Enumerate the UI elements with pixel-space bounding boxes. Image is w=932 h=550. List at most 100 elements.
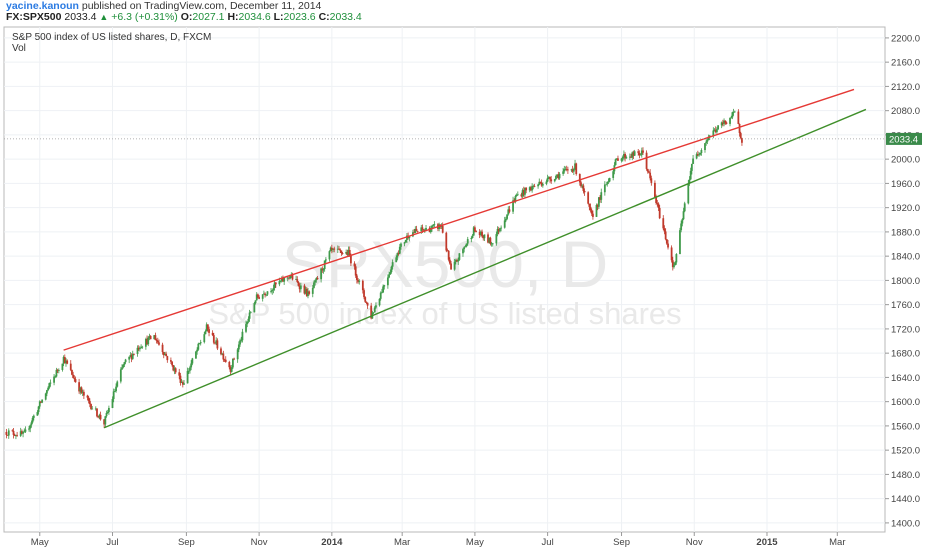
candle-body xyxy=(458,253,461,260)
candle-body xyxy=(24,429,27,432)
candle-body xyxy=(224,359,227,362)
candle-body xyxy=(649,172,652,179)
candle-body xyxy=(592,213,594,217)
candle-body xyxy=(86,395,89,398)
candle-body xyxy=(87,397,90,401)
candle-body xyxy=(564,169,567,170)
candle-body xyxy=(162,352,165,356)
candle-body xyxy=(336,248,339,250)
candle-body xyxy=(395,257,398,263)
candle-body xyxy=(65,360,67,364)
candle-body xyxy=(720,122,723,126)
candle-body xyxy=(696,154,699,156)
candle-body xyxy=(632,152,635,156)
candle-body xyxy=(147,337,150,345)
upper-trendline[interactable] xyxy=(63,88,855,351)
candle-body xyxy=(397,253,400,255)
candle-body xyxy=(13,434,16,436)
candle-body xyxy=(441,225,444,233)
candle-body xyxy=(388,274,390,278)
candle-body xyxy=(233,358,235,360)
candle-body xyxy=(333,248,336,250)
candle-body xyxy=(690,163,693,171)
candle-body xyxy=(671,260,674,268)
candle-body xyxy=(675,254,678,263)
candle-body xyxy=(47,387,50,391)
candle-body xyxy=(253,303,256,313)
x-tick-label: 2014 xyxy=(321,537,343,548)
candle-body xyxy=(674,262,677,266)
candle-body xyxy=(717,125,719,130)
ohlc-legend: FX:SPX500 2033.4 ▲ +6.3 (+0.31%) O:2027.… xyxy=(6,12,926,23)
candle-body xyxy=(663,228,666,232)
trendlines xyxy=(63,88,867,429)
candle-body xyxy=(80,387,83,393)
candle-body xyxy=(721,122,724,124)
candle-body xyxy=(173,368,176,371)
candle-body xyxy=(179,375,182,383)
candle-body xyxy=(165,353,168,357)
candle-body xyxy=(61,363,64,370)
candle-body xyxy=(597,197,600,207)
candle-body xyxy=(406,235,408,240)
candle-body xyxy=(483,234,486,239)
y-tick-label: 2160.0 xyxy=(891,58,920,69)
candle-body xyxy=(655,197,658,203)
candle-body xyxy=(296,279,299,282)
chart-header: yacine.kanoun published on TradingView.c… xyxy=(6,1,926,25)
candle-body xyxy=(119,369,122,382)
candle-body xyxy=(381,292,383,294)
candle-body xyxy=(141,346,144,348)
candle-body xyxy=(617,158,619,161)
candle-body xyxy=(540,183,543,186)
candle-body xyxy=(408,236,411,239)
candle-body xyxy=(279,280,282,282)
candle-body xyxy=(400,243,402,247)
candle-body xyxy=(578,174,581,183)
candle-body xyxy=(473,227,476,232)
y-tick-label: 1640.0 xyxy=(891,373,920,384)
candle-body xyxy=(283,277,286,282)
candle-body xyxy=(303,285,306,294)
candle-body xyxy=(347,249,350,256)
candle-body xyxy=(457,259,460,262)
candle-body xyxy=(530,187,532,191)
candle-body xyxy=(54,376,57,378)
candle-body xyxy=(270,291,272,293)
candle-body xyxy=(595,205,598,217)
candle-body xyxy=(440,225,443,227)
y-tick-label: 2080.0 xyxy=(891,106,920,117)
candle-body xyxy=(124,359,127,363)
candle-body xyxy=(456,260,458,262)
candle-body xyxy=(621,156,624,159)
candle-body xyxy=(608,177,611,182)
candle-body xyxy=(164,353,166,356)
candle-body xyxy=(190,363,193,368)
candle-body xyxy=(345,252,348,254)
candle-body xyxy=(198,343,201,345)
candle-body xyxy=(698,154,700,156)
candle-body xyxy=(366,302,369,306)
candle-body xyxy=(79,387,82,392)
candle-body xyxy=(348,249,351,256)
lower-trendline[interactable] xyxy=(103,108,867,429)
publish-info: yacine.kanoun published on TradingView.c… xyxy=(6,1,926,12)
candle-body xyxy=(203,334,206,343)
candle-body xyxy=(166,356,169,361)
candle-body xyxy=(615,158,618,160)
candle-body xyxy=(737,111,740,124)
y-tick-label: 1920.0 xyxy=(891,203,920,214)
candle-body xyxy=(261,294,264,299)
candle-body xyxy=(308,291,311,294)
author-link[interactable]: yacine.kanoun xyxy=(6,0,79,12)
candle-body xyxy=(503,220,506,228)
candle-body xyxy=(112,391,115,400)
candle-body xyxy=(522,190,525,195)
candle-body xyxy=(212,335,215,343)
candle-body xyxy=(19,431,22,436)
candle-body xyxy=(298,285,301,290)
candle-body xyxy=(228,361,231,368)
candle-body xyxy=(370,305,373,319)
y-axis: 2200.02160.02120.02080.02040.02000.01960… xyxy=(885,33,920,529)
